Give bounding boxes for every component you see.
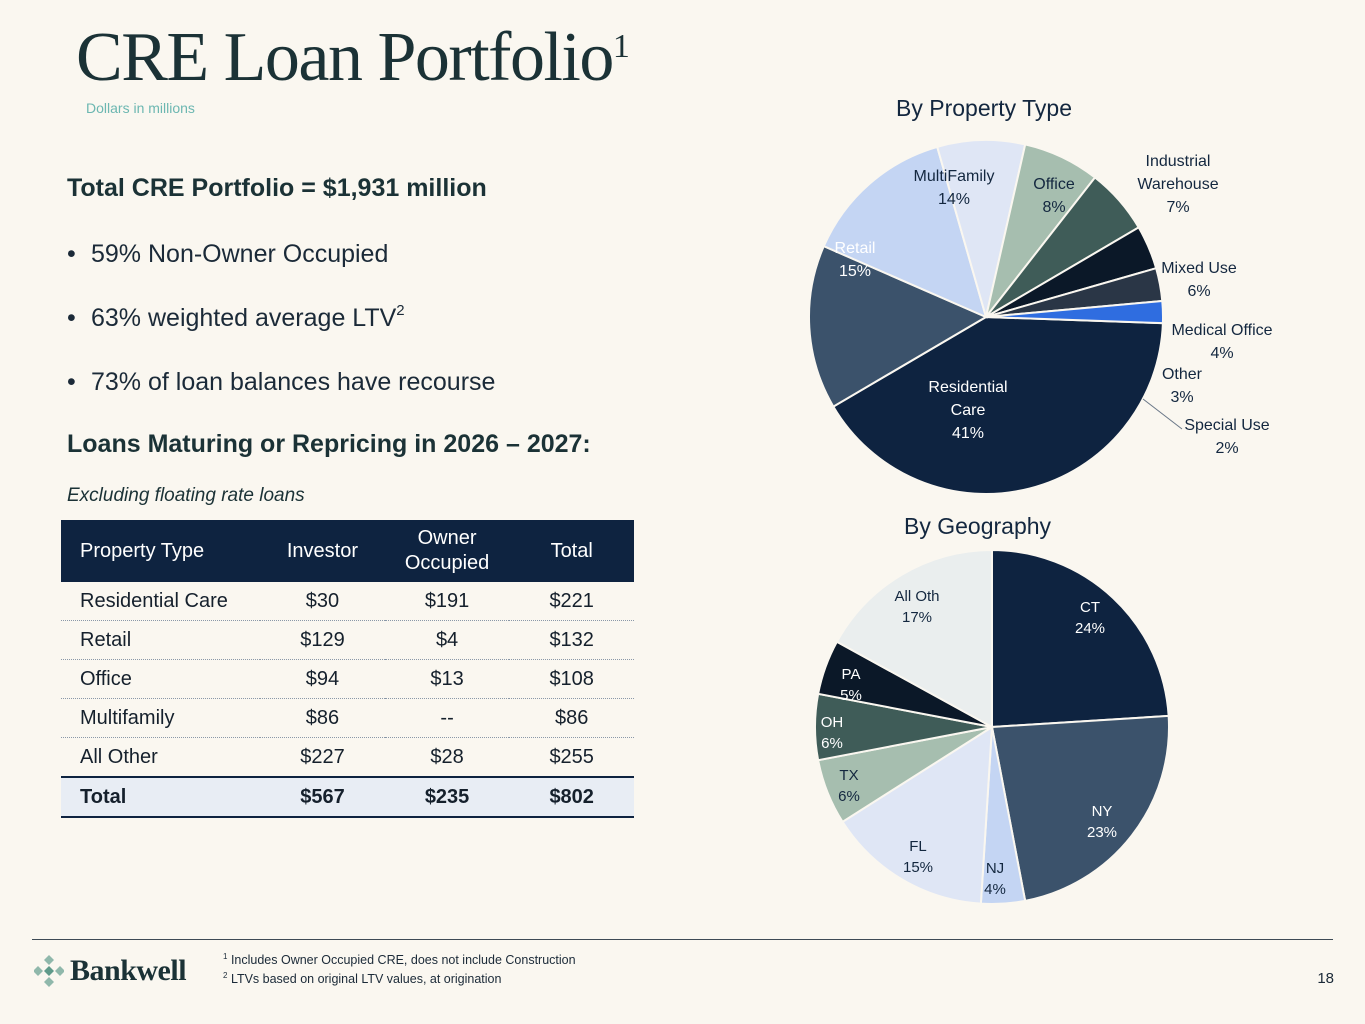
bankwell-logo: Bankwell: [34, 954, 187, 988]
pie-slice-ct: [991, 548, 1170, 729]
bankwell-mark-icon: [34, 955, 64, 987]
pie-label-medical-office: Medical Office 4%: [1171, 322, 1272, 362]
property-chart-title: By Property Type: [896, 95, 1072, 121]
pie-label-industrial-warehouse: Industrial Warehouse 7%: [1137, 153, 1218, 216]
column-header: Owner Occupied: [384, 520, 510, 582]
pie-slice-ny: [990, 714, 1170, 903]
pie-label-mixed-use: Mixed Use 6%: [1161, 260, 1237, 300]
table-cell: $227: [260, 737, 385, 778]
pie-leader-line: [1142, 398, 1183, 430]
footer-divider: [32, 939, 1333, 940]
table-cell: $132: [509, 620, 634, 660]
column-header: Investor: [260, 520, 385, 582]
pie-slice-residential-care: [831, 315, 1164, 495]
pie-slice-special-use: [985, 299, 1164, 325]
title-footnote-marker: 1: [612, 28, 630, 65]
table-cell: $108: [509, 659, 634, 699]
table-row: All Other $227 $28 $255: [61, 737, 634, 778]
table-header-row: Property Type Investor Owner Occupied To…: [61, 520, 634, 582]
pie-slice-retail: [808, 244, 989, 408]
table-cell: $86: [509, 698, 634, 738]
table-cell: Office: [61, 659, 261, 699]
table-total-row: Total $567 $235 $802: [61, 776, 634, 818]
bullet-item: • 73% of loan balances have recourse: [67, 368, 496, 396]
pie-slice-fl: [841, 725, 994, 905]
footnote-item: 1 Includes Owner Occupied CRE, does not …: [223, 952, 576, 968]
pie-label-multifamily: MultiFamily 14%: [914, 168, 995, 208]
maturing-note: Excluding floating rate loans: [67, 485, 305, 506]
table-cell: $86: [260, 698, 385, 738]
page-number: 18: [1317, 970, 1334, 987]
table-cell: $13: [384, 659, 510, 699]
table-cell: $191: [384, 582, 510, 621]
table-cell: Retail: [61, 620, 261, 660]
table-cell: All Other: [61, 737, 261, 778]
maturing-heading: Loans Maturing or Repricing in 2026 – 20…: [67, 430, 591, 458]
table-cell: Multifamily: [61, 698, 261, 738]
pie-label-ny: NY 23%: [1087, 803, 1117, 841]
footnotes: 1 Includes Owner Occupied CRE, does not …: [223, 949, 576, 987]
table-cell: Residential Care: [61, 582, 261, 621]
pie-slice-all-oth: [835, 548, 993, 729]
table-cell: $30: [260, 582, 385, 621]
pie-label-office: Office 8%: [1033, 176, 1075, 216]
pie-label-all-oth: All Oth 17%: [894, 588, 939, 626]
table-row: Residential Care $30 $191 $221: [61, 582, 634, 621]
pie-label-fl: FL 15%: [903, 838, 933, 876]
table-row: Multifamily $86 -- $86: [61, 698, 634, 738]
pie-label-pa: PA 5%: [840, 666, 862, 704]
pie-label-retail: Retail 15%: [835, 240, 876, 280]
table-cell: $221: [509, 582, 634, 621]
column-header: Property Type: [61, 520, 261, 582]
table-cell: Total: [61, 776, 261, 818]
portfolio-headline: Total CRE Portfolio = $1,931 million: [67, 174, 487, 202]
table-row: Retail $129 $4 $132: [61, 620, 634, 660]
table-cell: $255: [509, 737, 634, 778]
pie-label-other: Other 3%: [1162, 366, 1203, 406]
table-cell: $235: [384, 776, 510, 818]
page-subtitle: Dollars in millions: [86, 100, 195, 116]
page-title: CRE Loan Portfolio1: [76, 19, 630, 96]
pie-label-special-use: Special Use 2%: [1184, 417, 1269, 457]
table-cell: $129: [260, 620, 385, 660]
pie-label-nj: NJ 4%: [984, 860, 1006, 898]
pie-slice-office: [935, 139, 1027, 318]
column-header: Total: [509, 520, 634, 582]
pie-label-ct: CT 24%: [1075, 599, 1105, 637]
table-cell: --: [384, 698, 510, 738]
pie-slice-multifamily: [822, 145, 988, 319]
footnote-item: 2 LTVs based on original LTV values, at …: [223, 971, 502, 987]
bullet-item: • 63% weighted average LTV2: [67, 302, 405, 332]
pie-label-residential-care: Residential Care 41%: [928, 379, 1007, 442]
geography-chart-title: By Geography: [904, 513, 1052, 539]
table-cell: $567: [260, 776, 385, 818]
pie-label-tx: TX 6%: [838, 767, 860, 805]
pie-label-oh: OH 6%: [821, 714, 844, 752]
table-cell: $4: [384, 620, 510, 660]
pie-property-type: Residential Care 41% Retail 15% MultiFamily 14…: [808, 139, 1273, 495]
table-cell: $802: [509, 776, 634, 818]
maturing-loans-table: Property Type Investor Owner Occupied To…: [61, 520, 634, 818]
bullet-item: • 59% Non-Owner Occupied: [67, 240, 389, 268]
table-cell: $94: [260, 659, 385, 699]
pie-geography: CT 24% NY 23% NJ 4% FL 15% TX 6% OH 6% PA 5% All Oth 17…: [814, 548, 1170, 905]
table-row: Office $94 $13 $108: [61, 659, 634, 699]
